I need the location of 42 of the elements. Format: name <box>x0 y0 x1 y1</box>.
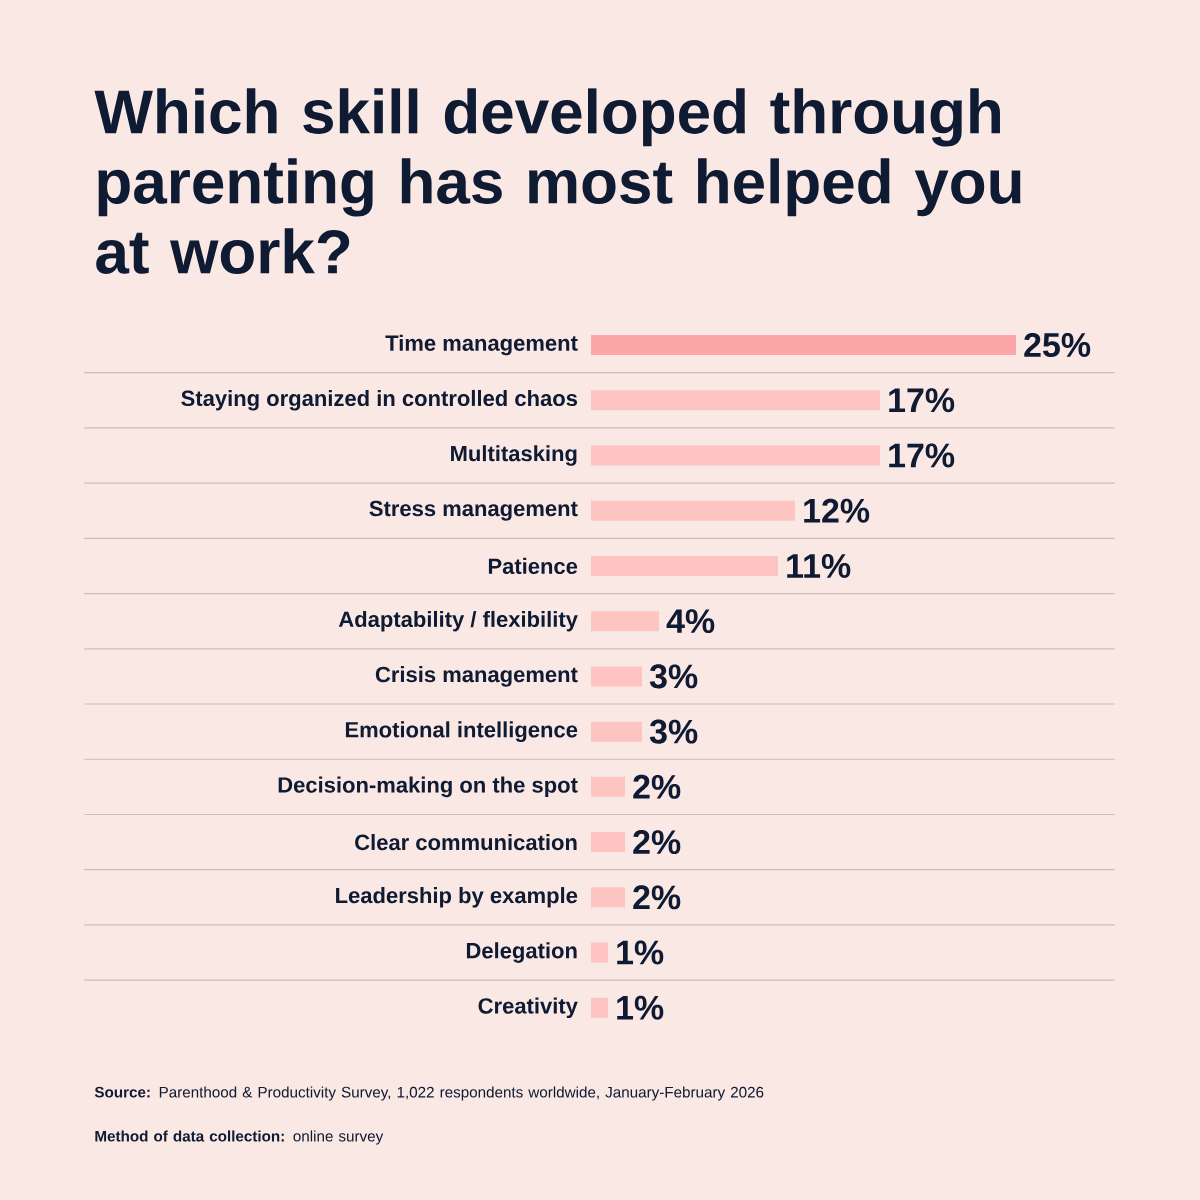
bar <box>591 335 1016 356</box>
text: Source: Parenthood & Productivity Survey, 1,022 respondents worldwide, January-February 2026 <box>94 1086 764 1101</box>
data-label: 12% <box>804 498 870 523</box>
chart-title: Which skill developed through parenting has most helped you at work? <box>94 88 1021 274</box>
data-label: 3% <box>649 664 698 689</box>
bar <box>591 500 795 521</box>
bar <box>591 887 625 908</box>
bar <box>591 721 642 742</box>
bar <box>591 445 880 466</box>
y-tick-label: Crisis management <box>375 666 578 687</box>
data-label: 2% <box>633 774 681 799</box>
bar <box>591 611 659 632</box>
bar <box>591 555 778 576</box>
y-tick-label: Creativity <box>478 997 578 1019</box>
text: Method of data collection: online survey <box>95 1130 384 1145</box>
y-tick-label: Emotional intelligence <box>345 721 578 742</box>
y-tick-label: Adaptability / flexibility <box>338 610 578 632</box>
bar <box>591 832 625 853</box>
data-label: 11% <box>787 553 851 578</box>
data-label: 3% <box>649 719 698 744</box>
data-label: 1% <box>617 995 664 1020</box>
y-tick-label: Stress management <box>369 500 578 521</box>
bar <box>591 997 608 1018</box>
bar <box>591 776 625 797</box>
bar <box>591 390 880 411</box>
bar <box>591 666 642 687</box>
data-label: 2% <box>633 830 681 855</box>
y-tick-label: Decision-making on the spot <box>278 776 578 798</box>
y-tick-label: Clear communication <box>355 834 577 851</box>
bar <box>591 942 608 963</box>
y-tick-label: Patience <box>488 557 578 575</box>
y-tick-label: Leadership by example <box>336 887 578 908</box>
data-label: 1% <box>617 940 664 965</box>
y-tick-label: Delegation <box>466 942 577 963</box>
y-tick-label: Time management <box>385 334 578 356</box>
data-label: 25% <box>1024 332 1091 358</box>
data-label: 17% <box>889 443 955 468</box>
data-label: 2% <box>633 885 681 910</box>
y-tick-label: Staying organized in controlled chaos <box>181 389 578 411</box>
data-label: 4% <box>666 609 715 634</box>
y-tick-label: Multitasking <box>451 445 577 466</box>
data-label: 17% <box>889 388 955 413</box>
